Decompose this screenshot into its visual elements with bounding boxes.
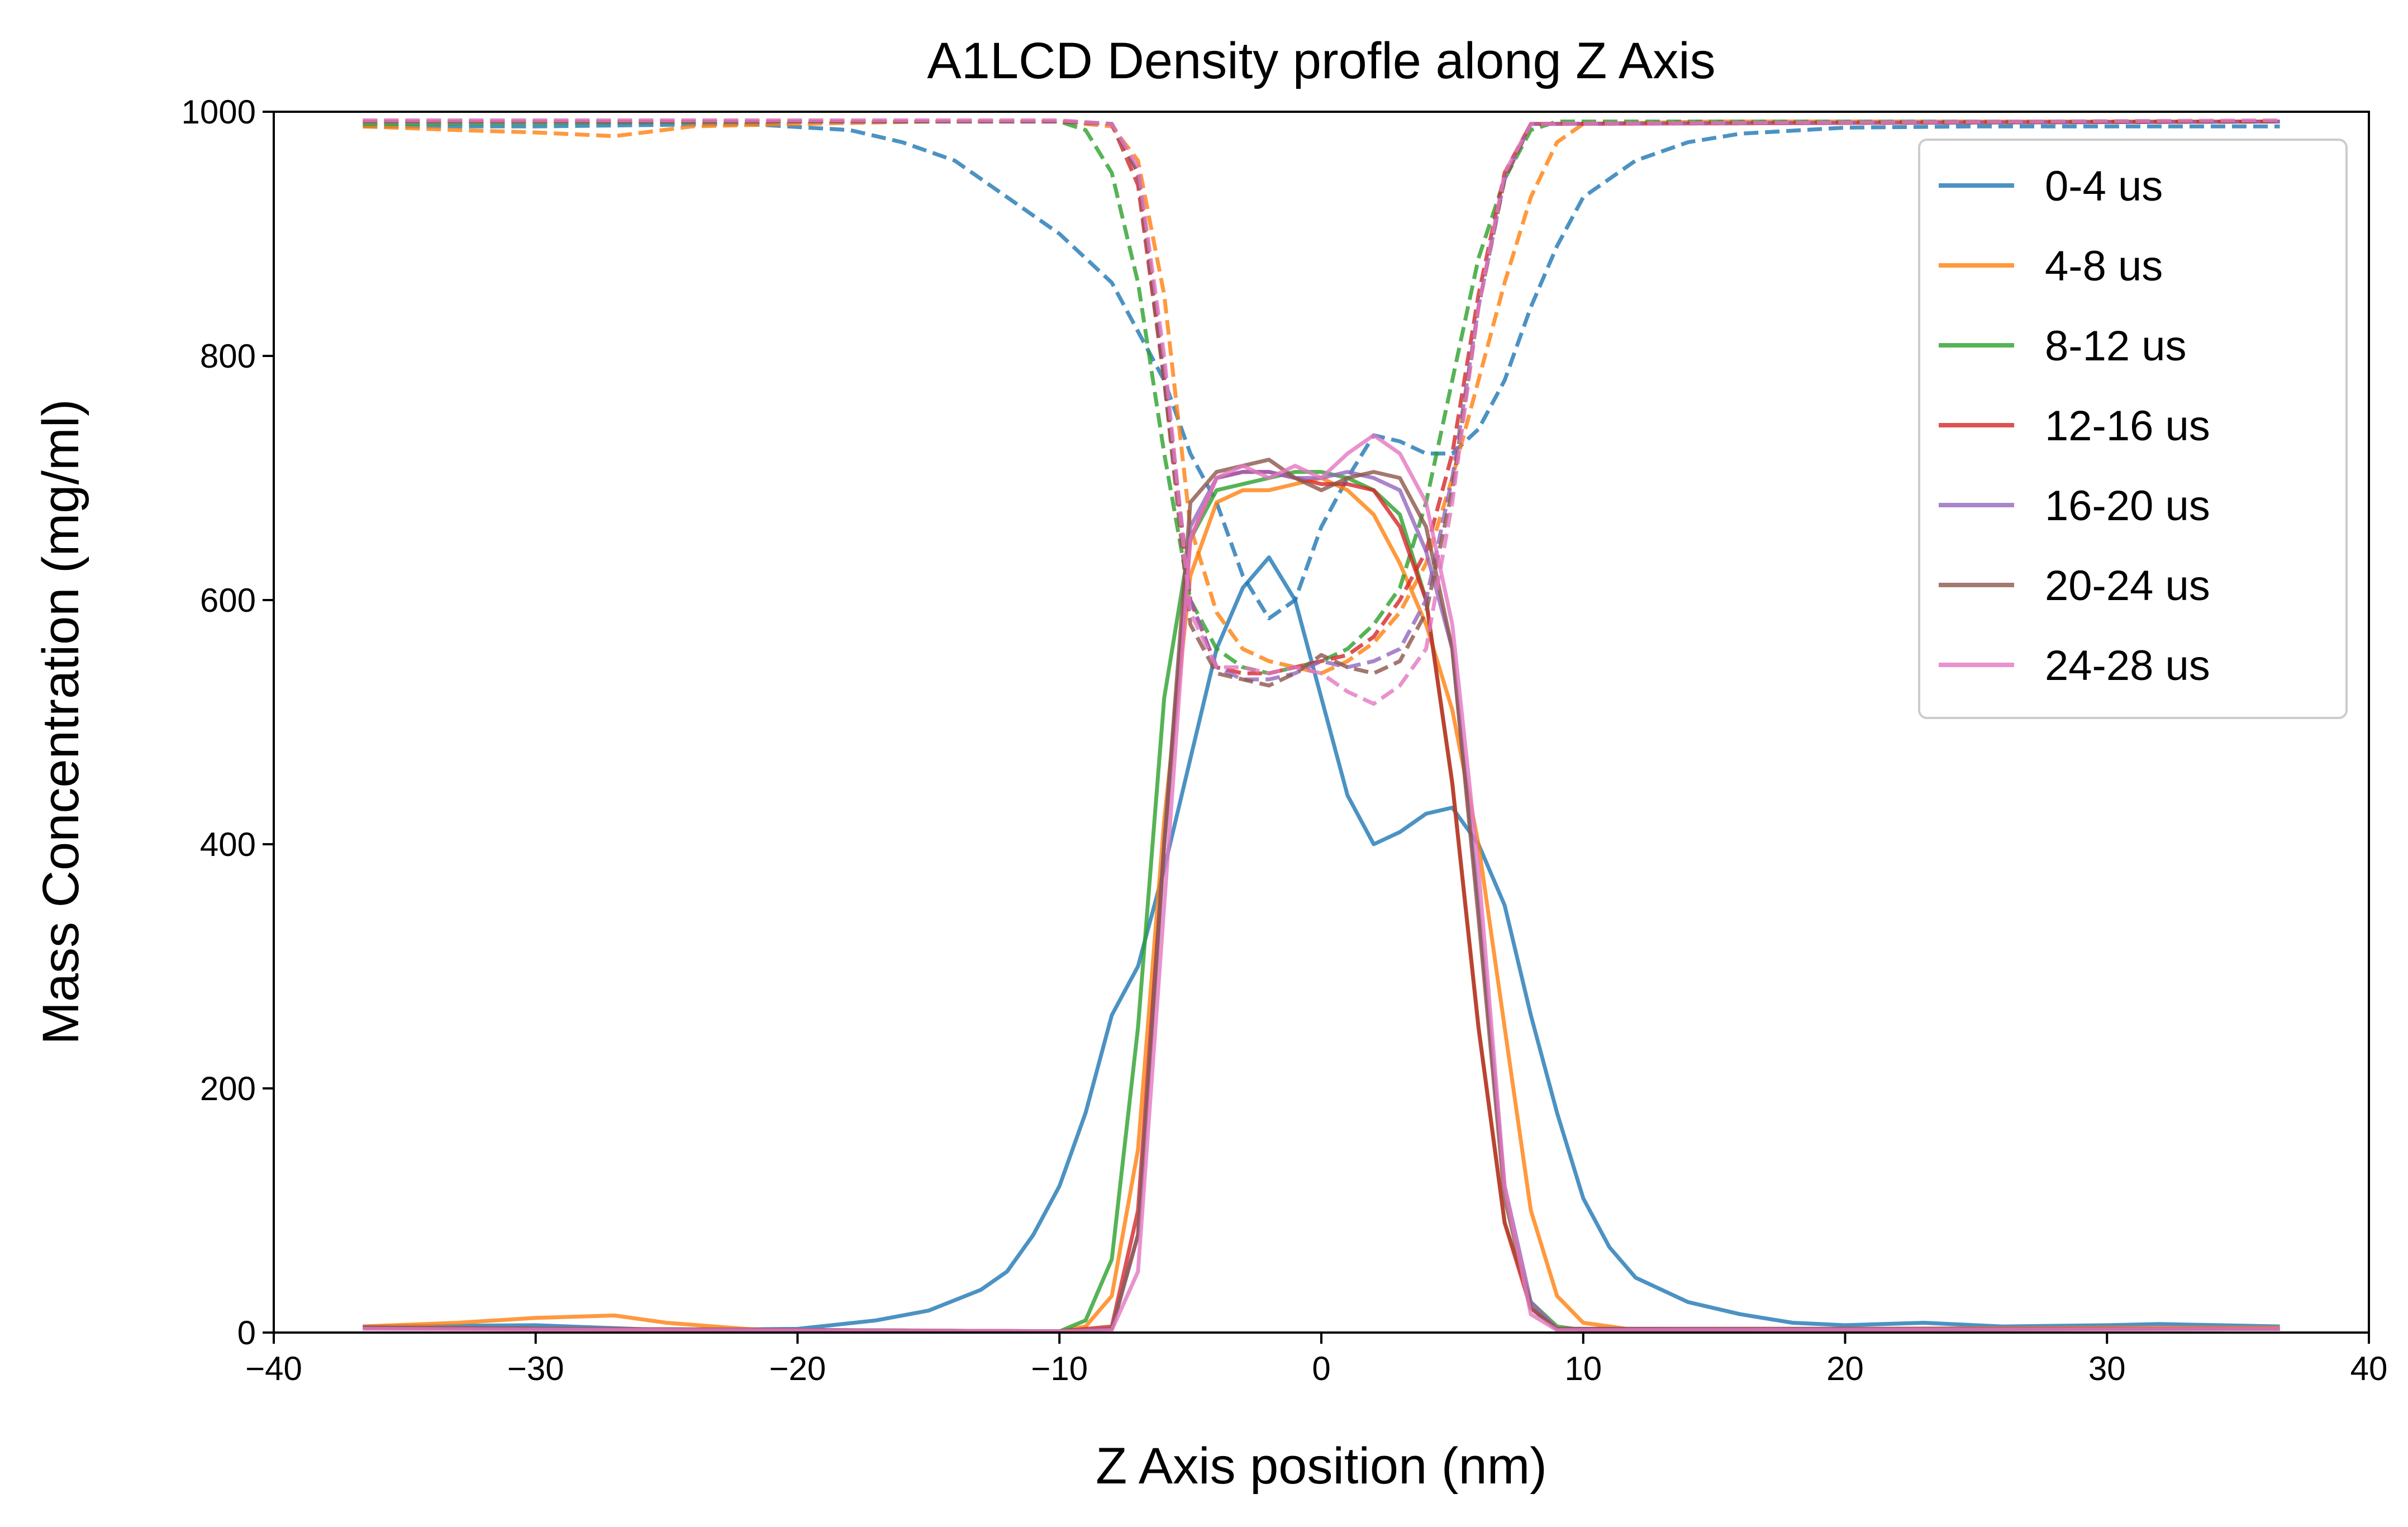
series-line-dashed-3: [363, 120, 2280, 676]
y-axis: 0 200 400 600 800 1000: [182, 93, 274, 1352]
x-axis-title: Z Axis position (nm): [1096, 1438, 1547, 1495]
legend-box: [1918, 139, 2348, 719]
y-tick-label: 1000: [182, 93, 256, 131]
y-tick-label: 800: [200, 337, 256, 375]
legend-label: 24-28 us: [2045, 642, 2210, 689]
y-axis-title: Mass Concentration (mg/ml): [32, 399, 89, 1044]
chart-title: A1LCD Density profle along Z Axis: [927, 32, 1715, 89]
x-tick-label: −10: [1031, 1350, 1088, 1387]
x-axis: −40 −30 −20 −10 0 10 20 30 40: [245, 1333, 2387, 1387]
x-tick-label: −20: [769, 1350, 826, 1387]
x-tick-label: 30: [2088, 1350, 2126, 1387]
y-tick-label: 200: [200, 1070, 256, 1107]
x-tick-label: 20: [1826, 1350, 1864, 1387]
series-line-dashed-1: [363, 120, 2280, 676]
legend: 0-4 us 4-8 us 8-12 us 12-16 us 16-20 us 20-24…: [1918, 139, 2348, 719]
series-line-solid-0: [363, 555, 2280, 1333]
y-tick-label: 0: [237, 1314, 256, 1352]
series-line-solid-6: [363, 433, 2280, 1334]
legend-label: 12-16 us: [2045, 402, 2210, 450]
x-tick-label: 0: [1312, 1350, 1330, 1387]
series-layer: [363, 118, 2280, 1334]
series-line-solid-5: [363, 458, 2280, 1334]
x-tick-label: −40: [245, 1350, 302, 1387]
y-tick-label: 400: [200, 826, 256, 863]
x-tick-label: 40: [2350, 1350, 2388, 1387]
legend-label: 0-4 us: [2045, 163, 2163, 210]
legend-label: 20-24 us: [2045, 562, 2210, 610]
series-line-solid-3: [363, 470, 2280, 1334]
y-tick-label: 600: [200, 582, 256, 619]
legend-entries: 0-4 us 4-8 us 8-12 us 12-16 us 16-20 us 20-24…: [1939, 163, 2210, 689]
series-line-dashed-0: [363, 122, 2280, 621]
x-tick-label: −30: [507, 1350, 564, 1387]
legend-label: 4-8 us: [2045, 242, 2163, 290]
series-line-dashed-6: [363, 118, 2280, 706]
x-tick-label: 10: [1564, 1350, 1602, 1387]
legend-label: 8-12 us: [2045, 322, 2187, 370]
legend-label: 16-20 us: [2045, 482, 2210, 530]
